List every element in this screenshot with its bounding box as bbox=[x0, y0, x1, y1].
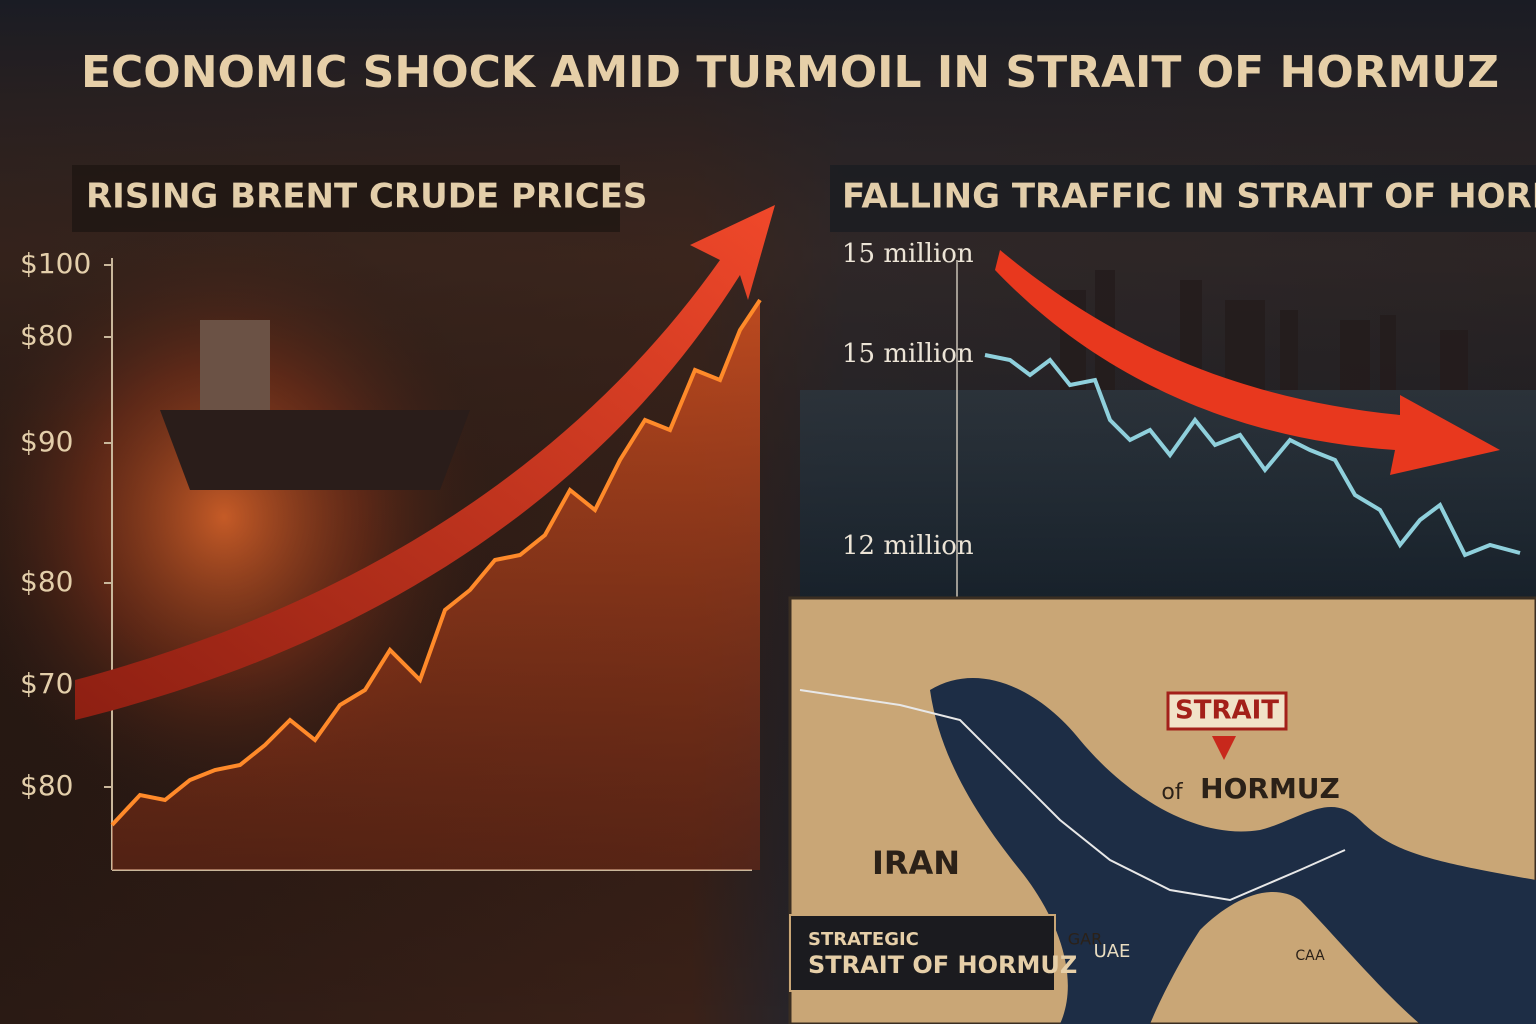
rising-arrow bbox=[75, 205, 775, 720]
map-label: HORMUZ bbox=[1200, 772, 1340, 805]
price-area bbox=[112, 300, 760, 870]
tanker-hull bbox=[160, 410, 470, 490]
map bbox=[788, 596, 1536, 1024]
y-axis-label: $80 bbox=[20, 565, 73, 598]
y-axis-label: 15 million bbox=[842, 339, 974, 369]
shipping-route bbox=[799, 689, 1346, 902]
y-axis-label: $70 bbox=[20, 667, 73, 700]
y-axis-label: 15 million bbox=[842, 239, 974, 269]
traffic-line bbox=[984, 353, 1521, 558]
right-panel-title: FALLING TRAFFIC IN STRAIT OF HORMUZ bbox=[842, 177, 1536, 217]
left-panel-title: RISING BRENT CRUDE PRICES bbox=[86, 177, 647, 217]
caption-line: STRAIT OF HORMUZ bbox=[808, 951, 1077, 979]
tanker-bridge bbox=[200, 320, 270, 410]
y-axis-label: $80 bbox=[20, 769, 73, 802]
map-label: STRAIT bbox=[1175, 696, 1279, 726]
y-axis-label: $90 bbox=[20, 425, 73, 458]
right-title-box bbox=[830, 165, 1536, 232]
map-label: CAA bbox=[1295, 948, 1325, 964]
gulf-water bbox=[930, 678, 1536, 1024]
price-line bbox=[110, 298, 762, 827]
caption-box bbox=[789, 914, 1056, 992]
y-axis-label: $100 bbox=[20, 247, 91, 280]
falling-arrow bbox=[995, 250, 1500, 475]
map-label: UAE bbox=[1094, 941, 1131, 962]
left-title-box bbox=[72, 165, 620, 232]
page-title: ECONOMIC SHOCK AMID TURMOIL IN STRAIT OF… bbox=[81, 47, 1499, 98]
map-label: IRAN bbox=[872, 844, 960, 882]
strait-marker bbox=[1212, 736, 1236, 760]
caption-line: STRATEGIC bbox=[808, 929, 919, 950]
strait-label-box bbox=[1166, 691, 1288, 731]
map-label: of bbox=[1161, 780, 1183, 805]
y-axis-label: 12 million bbox=[842, 531, 974, 561]
map-label: GAR bbox=[1068, 930, 1102, 949]
y-axis-label: $80 bbox=[20, 319, 73, 352]
